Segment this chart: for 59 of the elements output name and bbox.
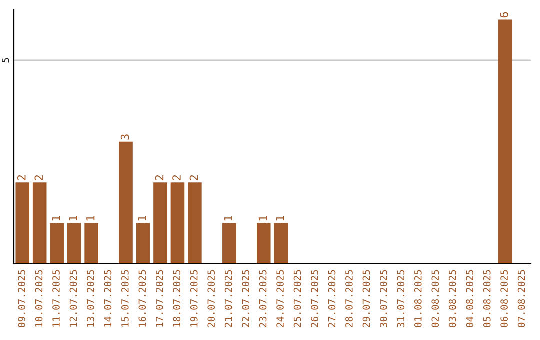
bar	[67, 223, 82, 264]
data-label: 3	[120, 134, 130, 140]
data-label: 6	[500, 12, 508, 18]
bar	[274, 223, 288, 264]
bar	[84, 223, 98, 264]
data-label: 1	[138, 216, 146, 221]
x-tick-label: 24.07.2025	[276, 270, 284, 328]
bar	[50, 223, 64, 264]
x-tick-label: 22.07.2025	[242, 270, 250, 328]
data-label: 2	[34, 175, 43, 180]
data-label: 1	[276, 216, 284, 221]
x-tick-label: 02.08.2025	[432, 270, 440, 328]
bar	[119, 142, 133, 264]
bar	[256, 223, 271, 264]
x-tick-label: 14.07.2025	[104, 270, 112, 327]
data-label: 1	[224, 216, 233, 221]
x-tick-label: 04.08.2025	[466, 270, 474, 328]
x-tick-label: 23.07.2025	[259, 270, 267, 328]
bar	[136, 223, 150, 264]
x-tick-label: 31.07.2025	[397, 270, 405, 328]
bar	[154, 182, 168, 264]
x-tick-label: 13.07.2025	[87, 270, 94, 327]
x-tick-label: 01.08.2025	[414, 270, 422, 328]
x-tick-label: 05.08.2025	[483, 270, 491, 328]
x-tick-label: 26.07.2025	[311, 270, 318, 328]
x-tick-label: 06.08.2025	[500, 270, 508, 328]
data-label: 2	[190, 175, 198, 180]
x-tick-label: 15.07.2025	[122, 270, 129, 327]
x-tick-label: 25.07.2025	[294, 270, 302, 328]
x-tick-label: 19.07.2025	[190, 270, 198, 327]
data-label: 2	[17, 175, 26, 180]
data-label: 1	[86, 216, 95, 221]
x-tick-label: 21.07.2025	[224, 270, 232, 328]
data-label: 2	[155, 175, 164, 180]
x-tick-label: 03.08.2025	[448, 270, 456, 328]
bar	[498, 20, 512, 264]
data-label: 1	[258, 216, 267, 221]
x-tick-label: 30.07.2025	[380, 270, 388, 328]
x-tick-label: 27.07.2025	[328, 270, 336, 328]
bar	[16, 182, 30, 264]
x-tick-label: 29.07.2025	[362, 270, 370, 328]
x-tick-label: 09.07.2025	[18, 270, 26, 328]
data-label: 1	[52, 216, 60, 221]
x-tick-label: 20.07.2025	[208, 270, 216, 328]
data-label: 2	[172, 175, 181, 180]
bar	[170, 182, 185, 264]
x-tick-label: 07.08.2025	[518, 270, 526, 328]
bar	[222, 223, 236, 264]
y-tick-label: 5	[2, 58, 10, 63]
data-label: 1	[69, 216, 78, 221]
x-tick-label: 18.07.2025	[173, 270, 181, 327]
x-tick-label: 17.07.2025	[156, 270, 164, 327]
x-tick-label: 12.07.2025	[70, 270, 78, 327]
x-tick-label: 28.07.2025	[346, 270, 353, 328]
x-tick-label: 16.07.2025	[138, 270, 146, 327]
x-tick-label: 11.07.2025	[52, 270, 60, 327]
bar	[188, 182, 202, 264]
x-tick-label: 10.07.2025	[35, 270, 43, 327]
bar	[32, 182, 47, 264]
